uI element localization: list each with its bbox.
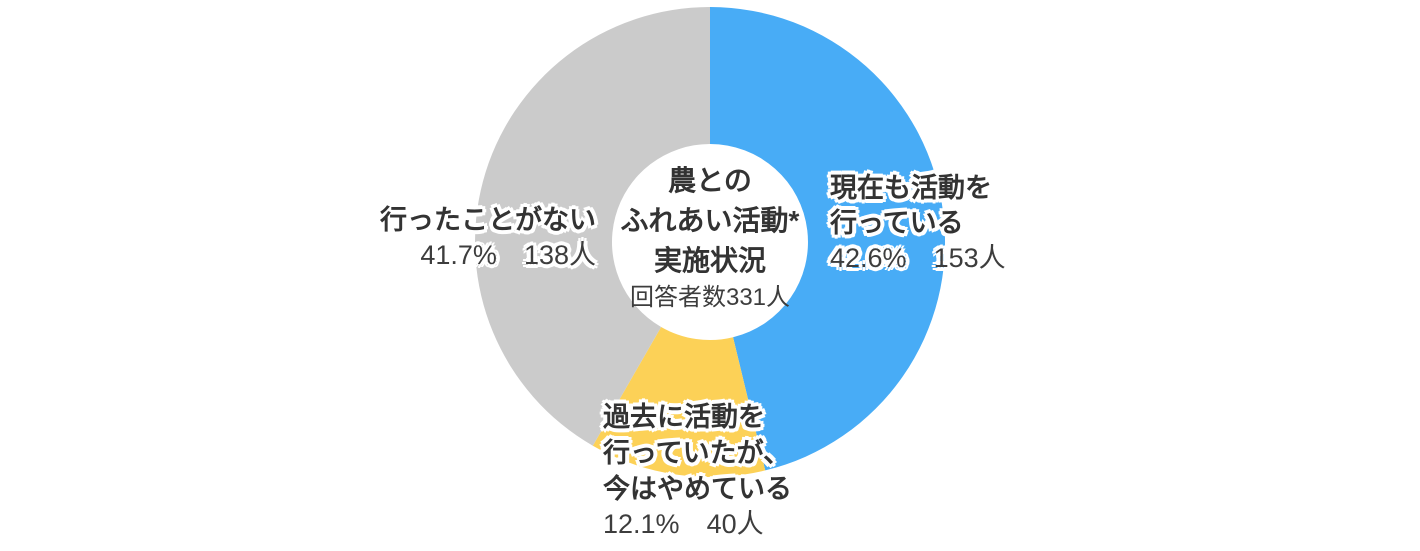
count-value: 40人: [706, 509, 764, 539]
center-title-line: 実施状況: [653, 245, 766, 276]
percent-value: 42.6%: [830, 243, 907, 273]
donut-slice-2: [475, 6, 710, 446]
stat-line: 12.1% 40人: [603, 507, 792, 542]
percent-value: 41.7%: [420, 240, 497, 270]
label-line: 行ったことがない: [380, 205, 596, 235]
label-line: 行っていたが、: [603, 438, 791, 468]
percent-value: 12.1%: [603, 509, 680, 539]
respondents-count: 回答者数331人: [629, 284, 791, 311]
center-title-line: 農との: [668, 165, 752, 196]
stat-line: 42.6% 153人: [830, 241, 1006, 276]
count-value: 138人: [523, 240, 596, 270]
donut-slice-1: [592, 326, 766, 478]
label-currently-active: 現在も活動を 行っている 42.6% 153人: [830, 171, 1006, 276]
label-line: 行っている: [830, 208, 964, 238]
stat-line: 41.7% 138人: [380, 238, 596, 273]
donut-slice-0: [710, 6, 946, 471]
center-title-line: ふれあい活動*: [620, 205, 800, 236]
count-value: 153人: [933, 243, 1006, 273]
label-stopped-activity: 過去に活動を 行っていたが、 今はやめている 12.1% 40人: [603, 399, 792, 542]
label-line: 現在も活動を: [830, 173, 992, 203]
label-line: 過去に活動を: [603, 402, 765, 432]
chart-center-title: 農との ふれあい活動* 実施状況 回答者数331人: [621, 161, 800, 315]
label-never-done: 行ったことがない 41.7% 138人: [380, 203, 596, 273]
label-line: 今はやめている: [603, 474, 792, 504]
